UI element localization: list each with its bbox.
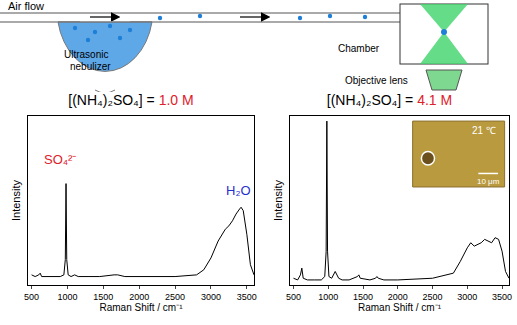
svg-text:2500: 2500 xyxy=(165,292,185,302)
svg-text:Ultrasonic: Ultrasonic xyxy=(64,49,108,60)
svg-text:Raman Shift / cm⁻¹: Raman Shift / cm⁻¹ xyxy=(99,302,183,313)
svg-text:3500: 3500 xyxy=(492,292,512,302)
svg-text:3500: 3500 xyxy=(237,292,257,302)
svg-text:1000: 1000 xyxy=(57,292,77,302)
svg-text:2000: 2000 xyxy=(129,292,149,302)
svg-text:[(NH₄)₂SO₄] = 1.0 M: [(NH₄)₂SO₄] = 1.0 M xyxy=(68,92,193,108)
svg-text:2500: 2500 xyxy=(423,292,443,302)
svg-text:3000: 3000 xyxy=(457,292,477,302)
svg-text:Raman Shift / cm⁻¹: Raman Shift / cm⁻¹ xyxy=(358,302,442,313)
svg-text:21 ℃: 21 ℃ xyxy=(472,125,496,136)
svg-text:Air flow: Air flow xyxy=(8,0,44,12)
svg-text:3000: 3000 xyxy=(201,292,221,302)
svg-text:1500: 1500 xyxy=(93,292,113,302)
svg-text:nebulizer: nebulizer xyxy=(70,61,111,72)
svg-text:500: 500 xyxy=(286,292,301,302)
svg-text:2000: 2000 xyxy=(388,292,408,302)
svg-text:Intensity: Intensity xyxy=(10,180,22,221)
svg-text:H₂O: H₂O xyxy=(226,183,251,198)
svg-text:1500: 1500 xyxy=(353,292,373,302)
svg-text:Chamber: Chamber xyxy=(338,43,380,54)
svg-text:SO₄²⁻: SO₄²⁻ xyxy=(44,152,76,167)
svg-text:500: 500 xyxy=(24,292,39,302)
svg-text:10 μm: 10 μm xyxy=(477,177,500,186)
svg-text:1000: 1000 xyxy=(318,292,338,302)
svg-text:[(NH₄)₂SO₄] = 4.1 M: [(NH₄)₂SO₄] = 4.1 M xyxy=(327,92,452,108)
svg-text:Objective lens: Objective lens xyxy=(345,75,408,86)
svg-text:Intensity: Intensity xyxy=(272,180,284,221)
